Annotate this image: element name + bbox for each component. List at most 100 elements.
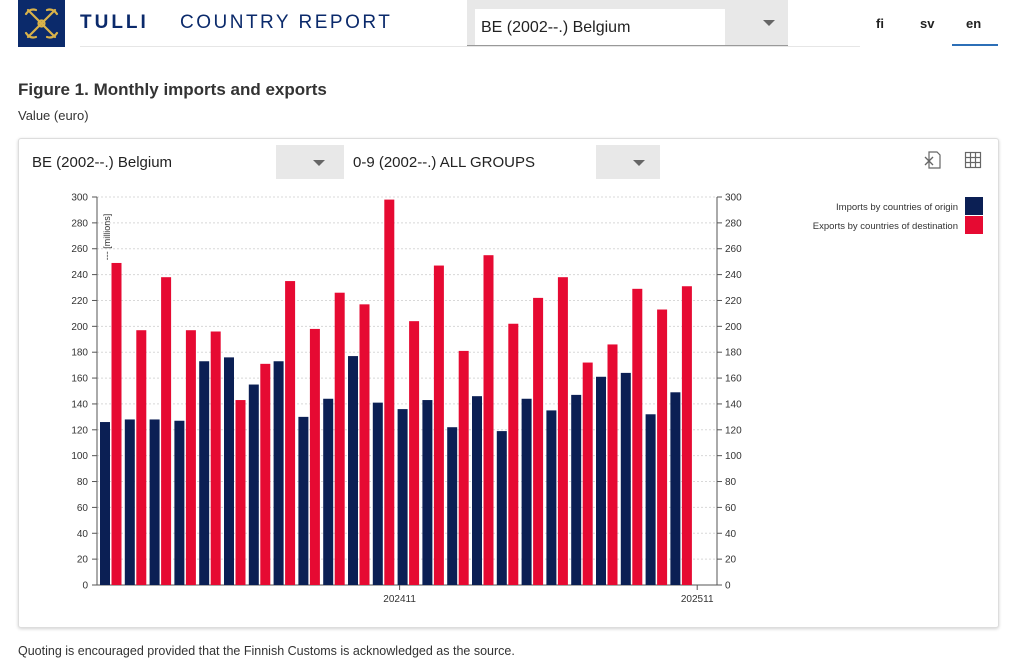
- bar-imports: [124, 419, 135, 585]
- bar-exports: [632, 288, 643, 585]
- bar-chart: 0 0 20 20 40 40 60 60 80 80 100 100 120 120 140 140 160 1…: [71, 193, 983, 605]
- excel-export-icon[interactable]: [924, 151, 942, 169]
- y-tick-label: 180: [71, 348, 88, 359]
- chevron-down-icon: [763, 20, 775, 26]
- country-filter-select[interactable]: BE (2002--.) Belgium: [19, 145, 344, 179]
- bar-imports: [248, 384, 259, 585]
- bar-exports: [359, 304, 370, 585]
- chevron-down-icon: [313, 160, 325, 166]
- y-tick-label: 20: [77, 555, 89, 566]
- bar-imports: [397, 409, 408, 585]
- bar-imports: [422, 400, 433, 585]
- y-tick-label: 260: [71, 244, 88, 255]
- y-tick-label: 220: [71, 296, 88, 307]
- header-country-select-value: BE (2002--.) Belgium: [475, 9, 725, 45]
- y-tick-label-right: 120: [725, 425, 742, 436]
- bar-imports: [472, 396, 482, 585]
- y-tick-label-right: 260: [725, 244, 742, 255]
- legend-swatch: [965, 216, 983, 234]
- bar-imports: [323, 398, 334, 585]
- bar-imports: [174, 420, 185, 585]
- legend-label: Exports by countries of destination: [813, 221, 958, 232]
- x-tick-label: 202511: [681, 594, 714, 605]
- legend-label: Imports by countries of origin: [836, 202, 958, 213]
- bar-exports: [260, 363, 271, 585]
- y-tick-label-right: 40: [725, 529, 737, 540]
- y-tick-label: 280: [71, 218, 88, 229]
- legend-swatch: [965, 197, 983, 215]
- app-header: TULLI COUNTRY REPORT BE (2002--.) Belgiu…: [0, 0, 1024, 48]
- y-tick-label-right: 140: [725, 399, 742, 410]
- chevron-down-icon: [633, 160, 645, 166]
- y-tick-label-right: 160: [725, 374, 742, 385]
- y-tick-label: 40: [77, 529, 89, 540]
- bar-exports: [384, 199, 395, 585]
- y-tick-label-right: 100: [725, 451, 742, 462]
- bar-exports: [557, 277, 568, 585]
- brand-name: TULLI: [80, 12, 149, 33]
- lang-en[interactable]: en: [966, 16, 982, 31]
- source-note: Quoting is encouraged provided that the …: [18, 644, 515, 658]
- y-tick-label: 60: [77, 503, 89, 514]
- bar-exports: [111, 262, 122, 585]
- y-tick-label-right: 180: [725, 348, 742, 359]
- bar-imports: [670, 392, 681, 585]
- bar-exports: [458, 350, 469, 585]
- bar-exports: [483, 255, 494, 585]
- header-divider: [80, 46, 860, 47]
- y-tick-label: 0: [82, 581, 88, 592]
- bar-exports: [161, 277, 172, 585]
- y-tick-label-right: 60: [725, 503, 737, 514]
- lang-sv[interactable]: sv: [920, 16, 935, 31]
- bar-exports: [533, 297, 544, 585]
- bar-exports: [681, 286, 692, 585]
- bar-exports: [136, 330, 147, 585]
- header-country-select[interactable]: BE (2002--.) Belgium: [467, 0, 788, 46]
- bar-exports: [285, 281, 296, 585]
- y-tick-label-right: 80: [725, 477, 737, 488]
- lang-fi[interactable]: fi: [876, 16, 884, 31]
- bar-imports: [645, 414, 656, 585]
- y-tick-label: 80: [77, 477, 89, 488]
- y-tick-label: 200: [71, 322, 88, 333]
- y-axis-label: --- [millions]: [102, 214, 112, 261]
- x-tick-label: 202411: [383, 594, 416, 605]
- bar-imports: [273, 361, 284, 585]
- bar-exports: [210, 331, 221, 585]
- page-title: COUNTRY REPORT: [180, 12, 393, 33]
- bar-imports: [596, 376, 606, 585]
- y-tick-label-right: 200: [725, 322, 742, 333]
- bar-imports: [199, 361, 210, 585]
- y-tick-label: 160: [71, 374, 88, 385]
- y-tick-label-right: 300: [725, 193, 742, 204]
- figure-title: Figure 1. Monthly imports and exports: [18, 80, 327, 99]
- bar-imports: [571, 394, 582, 585]
- y-tick-label-right: 0: [725, 581, 731, 592]
- bar-imports: [546, 410, 557, 585]
- table-view-icon[interactable]: [964, 151, 982, 169]
- bar-exports: [235, 400, 246, 585]
- bar-exports: [508, 323, 519, 585]
- y-tick-label: 300: [71, 193, 88, 204]
- bar-exports: [409, 321, 420, 585]
- y-tick-label-right: 20: [725, 555, 737, 566]
- legend: Imports by countries of origin Exports by…: [813, 197, 983, 234]
- y-tick-label: 240: [71, 270, 88, 281]
- bar-imports: [447, 427, 458, 585]
- country-filter-value: BE (2002--.) Belgium: [19, 145, 276, 179]
- bar-exports: [334, 292, 345, 585]
- y-tick-label-right: 220: [725, 296, 742, 307]
- bar-imports: [496, 431, 507, 585]
- bar-imports: [100, 422, 110, 585]
- y-tick-label: 100: [71, 451, 88, 462]
- y-tick-label-right: 240: [725, 270, 742, 281]
- y-tick-label-right: 280: [725, 218, 742, 229]
- bar-exports: [607, 344, 618, 585]
- group-filter-select[interactable]: 0-9 (2002--.) ALL GROUPS: [347, 145, 660, 179]
- bar-exports: [185, 330, 196, 585]
- bar-exports: [433, 265, 444, 585]
- bar-exports: [309, 328, 320, 585]
- tulli-logo[interactable]: [18, 0, 65, 47]
- bar-imports: [521, 398, 532, 585]
- figure-subtitle: Value (euro): [18, 108, 89, 123]
